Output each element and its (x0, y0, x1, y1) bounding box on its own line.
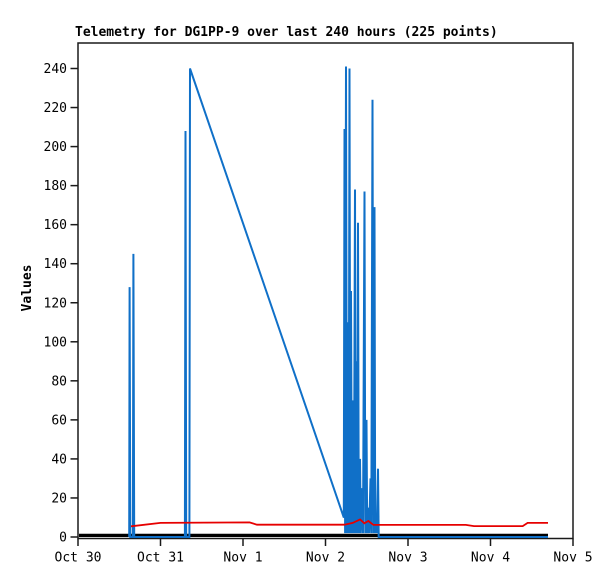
x-tick-label: Nov 4 (471, 551, 510, 566)
y-tick-label: 80 (51, 374, 67, 389)
y-tick-label: 60 (51, 413, 67, 428)
x-tick-label: Oct 31 (137, 551, 184, 566)
x-tick-label: Nov 1 (223, 551, 262, 566)
y-tick-label: 240 (44, 62, 67, 77)
y-tick-label: 40 (51, 452, 67, 467)
series-channel-red-line (130, 518, 548, 528)
y-tick-label: 100 (44, 335, 67, 350)
y-tick-label: 180 (44, 179, 67, 194)
y-tick-label: 160 (44, 218, 67, 233)
y-tick-label: 220 (44, 101, 67, 116)
y-tick-label: 140 (44, 257, 67, 272)
x-tick-label: Oct 30 (55, 551, 102, 566)
y-axis-title: Values (20, 265, 35, 312)
y-tick-label: 200 (44, 140, 67, 155)
chart-title: Telemetry for DG1PP-9 over last 240 hour… (75, 25, 498, 40)
x-tick-label: Nov 3 (388, 551, 427, 566)
series-channel-blue-line (128, 66, 548, 538)
y-tick-label: 20 (51, 491, 67, 506)
x-tick-label: Nov 2 (306, 551, 345, 566)
y-tick-label: 120 (44, 296, 67, 311)
x-tick-label: Nov 5 (553, 551, 592, 566)
y-tick-label: 0 (59, 531, 67, 546)
